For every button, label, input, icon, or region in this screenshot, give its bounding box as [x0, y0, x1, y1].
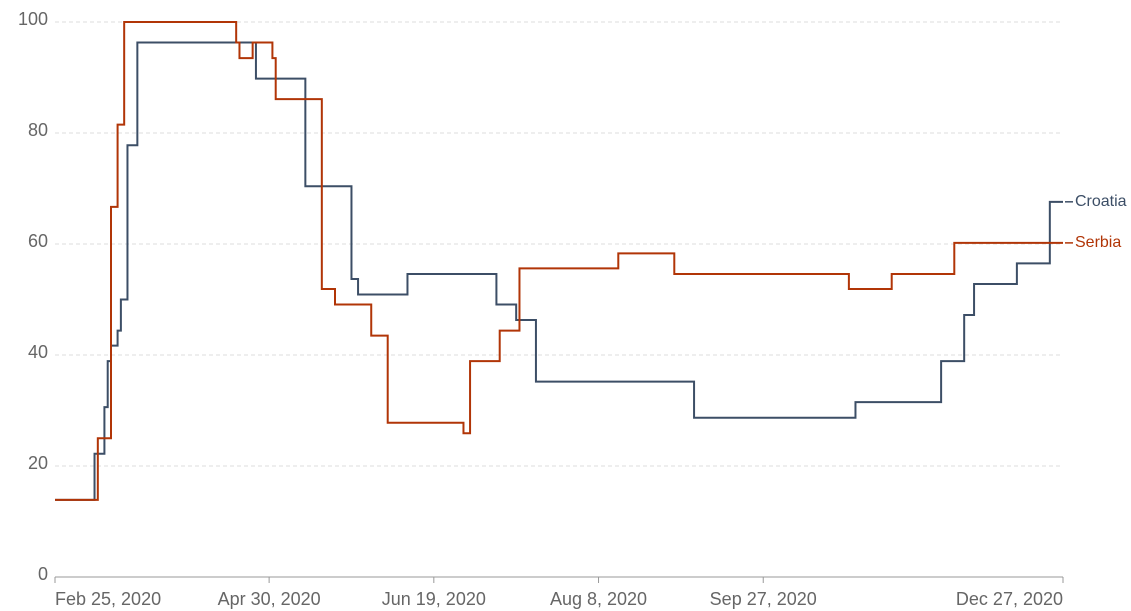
x-tick-label: Sep 27, 2020: [710, 589, 817, 609]
y-tick-label: 100: [18, 9, 48, 29]
x-tick-label: Aug 8, 2020: [550, 589, 647, 609]
series-line: [55, 41, 1063, 501]
y-tick-label: 20: [28, 453, 48, 473]
x-tick-label: Jun 19, 2020: [382, 589, 486, 609]
x-tick-label: Feb 25, 2020: [55, 589, 161, 609]
y-tick-label: 80: [28, 120, 48, 140]
y-tick-label: 60: [28, 231, 48, 251]
y-tick-label: 0: [38, 564, 48, 584]
series-label: Serbia: [1075, 234, 1121, 251]
series-line: [55, 21, 1063, 501]
y-tick-label: 40: [28, 342, 48, 362]
series-label: Croatia: [1075, 193, 1127, 210]
x-tick-label: Dec 27, 2020: [956, 589, 1063, 609]
x-tick-label: Apr 30, 2020: [218, 589, 321, 609]
